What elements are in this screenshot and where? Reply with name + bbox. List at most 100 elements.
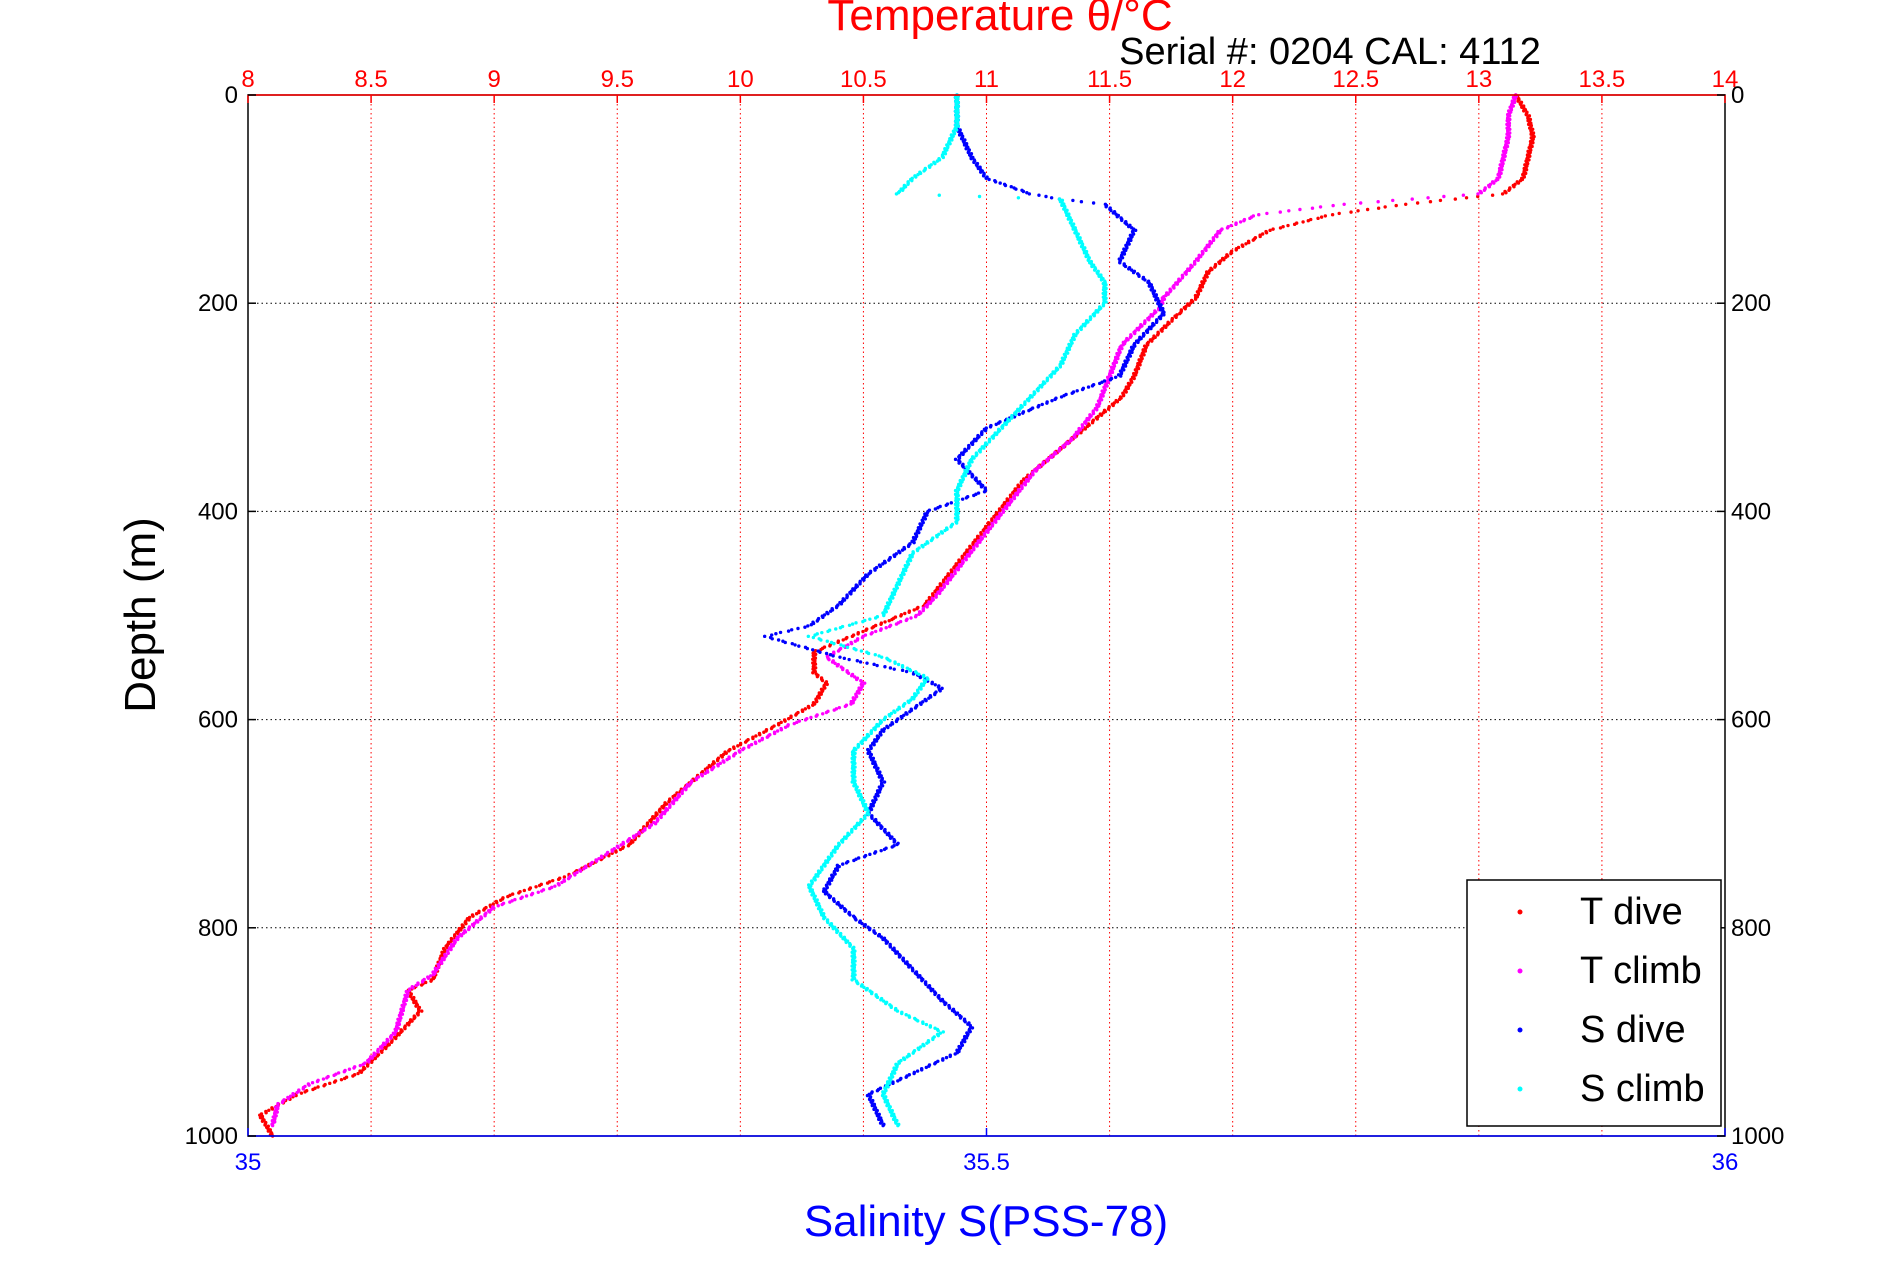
data-point: [452, 941, 457, 945]
data-point: [853, 973, 857, 977]
data-point: [405, 992, 410, 996]
data-point: [1442, 194, 1446, 199]
data-point: [310, 1081, 315, 1085]
data-point: [789, 628, 794, 632]
data-point: [835, 930, 839, 935]
data-point: [403, 1026, 407, 1031]
data-point: [573, 873, 577, 877]
data-point: [703, 771, 707, 776]
data-point: [275, 1110, 279, 1114]
data-point: [1045, 459, 1050, 463]
data-point: [545, 881, 550, 885]
data-point: [834, 605, 839, 610]
data-point: [328, 1081, 332, 1086]
data-point: [821, 889, 826, 894]
data-point: [1054, 368, 1058, 373]
data-point: [412, 1016, 416, 1021]
data-point: [1090, 421, 1095, 425]
data-point: [1175, 282, 1180, 286]
data-point: [1132, 376, 1136, 381]
data-point: [1082, 248, 1086, 253]
data-point: [970, 460, 974, 464]
data-point: [908, 558, 913, 563]
data-point: [936, 506, 940, 510]
data-point: [906, 562, 911, 566]
data-point: [1136, 328, 1141, 332]
data-point: [718, 761, 723, 766]
data-point: [1018, 406, 1023, 410]
data-point: [1027, 398, 1031, 403]
data-point: [527, 887, 532, 891]
data-point: [1023, 402, 1027, 407]
data-point: [578, 869, 583, 873]
data-point: [1101, 394, 1105, 398]
data-series: [258, 93, 1536, 1138]
data-point: [1499, 171, 1503, 176]
data-point: [902, 572, 906, 576]
depth-tick-label-right: 600: [1731, 707, 1771, 734]
data-point: [847, 657, 851, 662]
data-point: [915, 606, 919, 611]
data-point: [939, 998, 943, 1003]
temperature-tick-label: 9.5: [601, 66, 634, 93]
data-point: [948, 1054, 952, 1059]
data-point: [467, 918, 471, 922]
data-point: [1009, 416, 1014, 420]
data-point: [846, 671, 851, 675]
data-point: [1053, 397, 1057, 402]
data-point: [1524, 112, 1528, 117]
data-point: [826, 629, 830, 634]
data-point: [922, 1043, 926, 1048]
data-point: [1476, 194, 1480, 199]
data-point: [943, 528, 947, 533]
data-point: [267, 1108, 271, 1112]
data-point: [848, 913, 852, 917]
data-point: [891, 1081, 895, 1086]
data-point: [809, 715, 813, 720]
data-point: [988, 425, 993, 429]
data-point: [762, 634, 767, 639]
data-point: [833, 872, 837, 876]
data-point: [506, 894, 510, 899]
data-point: [982, 490, 987, 494]
data-point: [841, 644, 846, 648]
data-point: [827, 895, 832, 900]
depth-tick-label-left: 200: [198, 290, 238, 317]
data-point: [925, 605, 929, 609]
data-point: [793, 643, 797, 647]
data-point: [1021, 411, 1025, 415]
data-point: [757, 739, 762, 743]
data-point: [496, 904, 500, 908]
data-point: [916, 1019, 920, 1023]
data-point: [1168, 290, 1172, 294]
data-point: [906, 182, 910, 186]
data-point: [474, 912, 479, 916]
data-point: [372, 1053, 376, 1058]
data-point: [923, 542, 927, 546]
data-point: [1310, 206, 1315, 210]
data-point: [1079, 327, 1083, 332]
data-point: [1130, 380, 1134, 384]
data-point: [983, 534, 987, 538]
data-point: [1066, 441, 1070, 446]
data-point: [894, 192, 899, 196]
data-point: [850, 830, 854, 834]
data-point: [370, 1060, 374, 1065]
data-point: [828, 652, 833, 657]
data-point: [918, 171, 923, 176]
data-point: [819, 638, 823, 642]
data-point: [610, 849, 614, 853]
data-point: [904, 1075, 908, 1079]
data-point: [816, 906, 821, 911]
data-point: [416, 1008, 421, 1012]
data-point: [1150, 314, 1155, 318]
data-point: [933, 507, 938, 511]
data-point: [865, 1093, 870, 1098]
data-point: [661, 806, 666, 810]
data-point: [437, 965, 441, 969]
data-point: [467, 927, 471, 932]
data-point: [915, 548, 920, 553]
data-point: [994, 422, 998, 427]
data-point: [510, 892, 515, 896]
data-point: [710, 767, 714, 772]
